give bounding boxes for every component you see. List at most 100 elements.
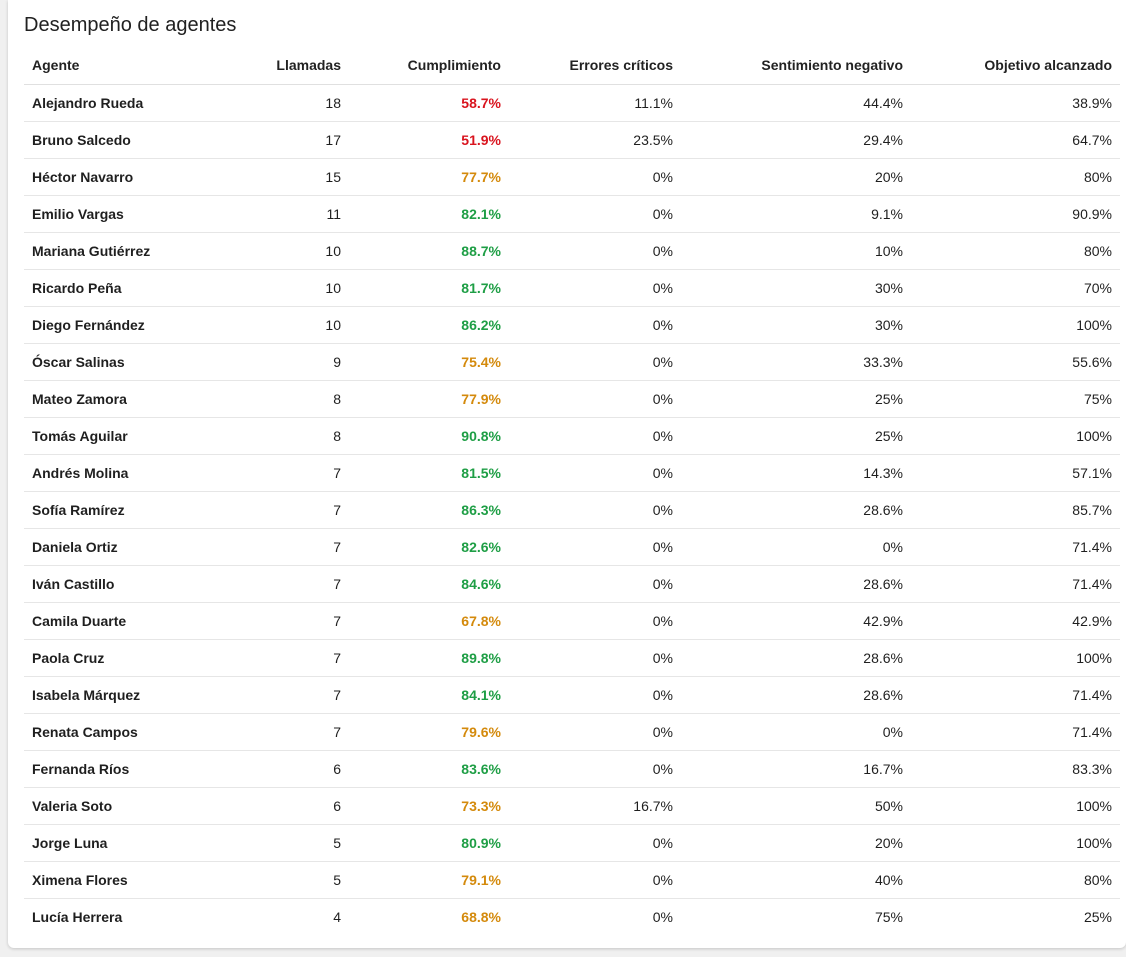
table-row[interactable]: Óscar Salinas 9 75.4% 0% 33.3% 55.6% <box>24 343 1120 381</box>
cell-goal-reached: 42.9% <box>911 602 1120 640</box>
table-row[interactable]: Andrés Molina 7 81.5% 0% 14.3% 57.1% <box>24 454 1120 492</box>
cell-negative-sentiment: 42.9% <box>681 602 911 640</box>
cell-goal-reached: 64.7% <box>911 121 1120 159</box>
cell-goal-reached: 90.9% <box>911 195 1120 233</box>
table-row[interactable]: Camila Duarte 7 67.8% 0% 42.9% 42.9% <box>24 602 1120 640</box>
cell-negative-sentiment: 20% <box>681 824 911 862</box>
table-row[interactable]: Jorge Luna 5 80.9% 0% 20% 100% <box>24 824 1120 862</box>
cell-compliance: 77.7% <box>349 158 509 196</box>
table-row[interactable]: Fernanda Ríos 6 83.6% 0% 16.7% 83.3% <box>24 750 1120 788</box>
column-header-critical-errors[interactable]: Errores críticos <box>509 46 681 85</box>
cell-compliance: 83.6% <box>349 750 509 788</box>
cell-calls: 7 <box>204 713 349 751</box>
cell-negative-sentiment: 0% <box>681 528 911 566</box>
cell-agent: Óscar Salinas <box>24 343 204 381</box>
cell-critical-errors: 0% <box>509 528 681 566</box>
cell-compliance: 82.6% <box>349 528 509 566</box>
cell-goal-reached: 55.6% <box>911 343 1120 381</box>
table-row[interactable]: Lucía Herrera 4 68.8% 0% 75% 25% <box>24 899 1120 936</box>
cell-agent: Ximena Flores <box>24 861 204 899</box>
table-body: Alejandro Rueda 18 58.7% 11.1% 44.4% 38.9% Bru… <box>24 84 1120 936</box>
cell-negative-sentiment: 29.4% <box>681 121 911 159</box>
cell-negative-sentiment: 14.3% <box>681 454 911 492</box>
cell-compliance: 67.8% <box>349 602 509 640</box>
cell-negative-sentiment: 28.6% <box>681 676 911 714</box>
cell-calls: 10 <box>204 232 349 270</box>
cell-calls: 11 <box>204 195 349 233</box>
table-row[interactable]: Isabela Márquez 7 84.1% 0% 28.6% 71.4% <box>24 676 1120 714</box>
cell-negative-sentiment: 28.6% <box>681 639 911 677</box>
cell-goal-reached: 38.9% <box>911 84 1120 122</box>
cell-goal-reached: 71.4% <box>911 676 1120 714</box>
column-header-goal-reached[interactable]: Objetivo alcanzado <box>911 46 1120 85</box>
table-row[interactable]: Sofía Ramírez 7 86.3% 0% 28.6% 85.7% <box>24 491 1120 529</box>
cell-calls: 6 <box>204 750 349 788</box>
table-row[interactable]: Diego Fernández 10 86.2% 0% 30% 100% <box>24 306 1120 344</box>
column-header-agent[interactable]: Agente <box>24 46 204 85</box>
cell-agent: Renata Campos <box>24 713 204 751</box>
table-row[interactable]: Ricardo Peña 10 81.7% 0% 30% 70% <box>24 269 1120 307</box>
cell-critical-errors: 0% <box>509 417 681 455</box>
table-row[interactable]: Tomás Aguilar 8 90.8% 0% 25% 100% <box>24 417 1120 455</box>
table-row[interactable]: Alejandro Rueda 18 58.7% 11.1% 44.4% 38.9% <box>24 84 1120 122</box>
table-row[interactable]: Daniela Ortiz 7 82.6% 0% 0% 71.4% <box>24 528 1120 566</box>
cell-compliance: 79.1% <box>349 861 509 899</box>
column-header-calls[interactable]: Llamadas <box>204 46 349 85</box>
cell-agent: Daniela Ortiz <box>24 528 204 566</box>
cell-agent: Mateo Zamora <box>24 380 204 418</box>
cell-calls: 5 <box>204 824 349 862</box>
cell-negative-sentiment: 9.1% <box>681 195 911 233</box>
cell-compliance: 90.8% <box>349 417 509 455</box>
cell-calls: 7 <box>204 454 349 492</box>
cell-calls: 9 <box>204 343 349 381</box>
cell-goal-reached: 83.3% <box>911 750 1120 788</box>
cell-negative-sentiment: 30% <box>681 306 911 344</box>
cell-compliance: 77.9% <box>349 380 509 418</box>
agent-performance-table: Agente Llamadas Cumplimiento Errores crí… <box>24 46 1120 935</box>
cell-agent: Valeria Soto <box>24 787 204 825</box>
table-row[interactable]: Valeria Soto 6 73.3% 16.7% 50% 100% <box>24 787 1120 825</box>
cell-goal-reached: 75% <box>911 380 1120 418</box>
table-row[interactable]: Mateo Zamora 8 77.9% 0% 25% 75% <box>24 380 1120 418</box>
cell-goal-reached: 100% <box>911 787 1120 825</box>
cell-agent: Isabela Márquez <box>24 676 204 714</box>
table-row[interactable]: Emilio Vargas 11 82.1% 0% 9.1% 90.9% <box>24 195 1120 233</box>
table-row[interactable]: Mariana Gutiérrez 10 88.7% 0% 10% 80% <box>24 232 1120 270</box>
cell-agent: Fernanda Ríos <box>24 750 204 788</box>
cell-critical-errors: 0% <box>509 602 681 640</box>
cell-negative-sentiment: 25% <box>681 380 911 418</box>
column-header-compliance[interactable]: Cumplimiento <box>349 46 509 85</box>
cell-goal-reached: 85.7% <box>911 491 1120 529</box>
table-row[interactable]: Paola Cruz 7 89.8% 0% 28.6% 100% <box>24 639 1120 677</box>
table-row[interactable]: Iván Castillo 7 84.6% 0% 28.6% 71.4% <box>24 565 1120 603</box>
agent-performance-card: Desempeño de agentes Agente Llamadas Cum… <box>8 0 1126 948</box>
column-header-negative-sentiment[interactable]: Sentimiento negativo <box>681 46 911 85</box>
table-header-row: Agente Llamadas Cumplimiento Errores crí… <box>24 46 1120 85</box>
cell-critical-errors: 0% <box>509 195 681 233</box>
cell-critical-errors: 0% <box>509 454 681 492</box>
table-row[interactable]: Renata Campos 7 79.6% 0% 0% 71.4% <box>24 713 1120 751</box>
cell-goal-reached: 71.4% <box>911 713 1120 751</box>
table-row[interactable]: Bruno Salcedo 17 51.9% 23.5% 29.4% 64.7% <box>24 121 1120 159</box>
cell-negative-sentiment: 20% <box>681 158 911 196</box>
cell-agent: Bruno Salcedo <box>24 121 204 159</box>
card-title: Desempeño de agentes <box>24 14 237 36</box>
cell-compliance: 68.8% <box>461 909 501 925</box>
cell-negative-sentiment: 33.3% <box>681 343 911 381</box>
cell-critical-errors: 0% <box>509 713 681 751</box>
cell-negative-sentiment: 25% <box>681 417 911 455</box>
cell-compliance: 81.7% <box>349 269 509 307</box>
cell-critical-errors: 0% <box>509 676 681 714</box>
table-row[interactable]: Héctor Navarro 15 77.7% 0% 20% 80% <box>24 158 1120 196</box>
table-row[interactable]: Ximena Flores 5 79.1% 0% 40% 80% <box>24 861 1120 899</box>
cell-compliance: 86.2% <box>349 306 509 344</box>
cell-goal-reached: 57.1% <box>911 454 1120 492</box>
cell-critical-errors: 0% <box>509 750 681 788</box>
cell-critical-errors: 0% <box>509 380 681 418</box>
cell-goal-reached: 70% <box>911 269 1120 307</box>
cell-critical-errors: 0% <box>509 565 681 603</box>
cell-agent: Jorge Luna <box>24 824 204 862</box>
cell-negative-sentiment: 10% <box>681 232 911 270</box>
cell-compliance: 51.9% <box>349 121 509 159</box>
cell-negative-sentiment: 28.6% <box>681 565 911 603</box>
